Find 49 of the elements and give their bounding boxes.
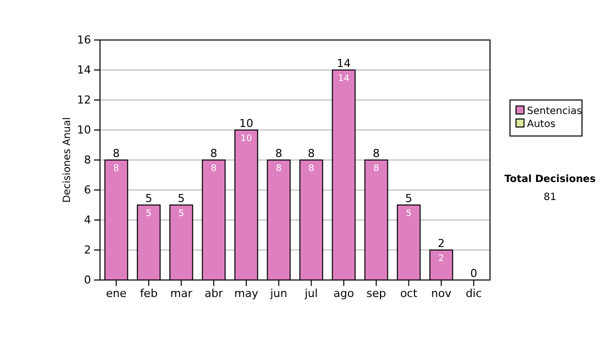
x-tick-label: ene (106, 286, 127, 300)
data-label: 2 (438, 254, 444, 264)
y-tick-label: 2 (84, 244, 91, 257)
x-tick-label: mar (170, 286, 193, 300)
data-label: 5 (146, 209, 152, 219)
total-label: 0 (470, 267, 478, 280)
x-tick-label: sep (366, 286, 386, 300)
x-tick-label: oct (400, 286, 418, 300)
y-axis-title: Decisiones Anual (62, 117, 73, 203)
total-label: 8 (210, 147, 218, 160)
y-tick-label: 12 (77, 94, 91, 107)
data-label: 8 (308, 164, 314, 174)
text: Total Decisiones (504, 174, 596, 185)
total-label: 8 (372, 147, 380, 160)
data-label: 8 (276, 164, 282, 174)
x-tick-label: nov (431, 286, 452, 300)
x-tick-label: feb (140, 286, 158, 300)
data-label: 5 (406, 209, 412, 219)
x-tick-label: dic (466, 286, 482, 300)
text: 81 (544, 192, 556, 203)
data-label: 14 (338, 74, 350, 84)
total-label: 5 (405, 192, 412, 205)
total-label: 14 (336, 57, 351, 70)
y-tick-label: 16 (77, 34, 91, 47)
legend-label: Sentencias (527, 106, 582, 117)
y-tick-label: 8 (84, 154, 91, 167)
y-tick-label: 14 (77, 64, 91, 77)
data-label: 8 (210, 164, 217, 174)
total-label: 5 (178, 192, 185, 205)
data-label: 8 (373, 164, 380, 174)
data-label: 10 (240, 134, 252, 144)
data-label: 5 (178, 209, 184, 219)
total-label: 10 (239, 117, 254, 130)
x-tick-label: may (234, 286, 259, 300)
y-tick-label: 10 (77, 124, 91, 137)
total-label: 8 (112, 147, 120, 160)
data-label: 8 (113, 164, 120, 174)
y-tick-label: 0 (84, 274, 91, 287)
x-tick-label: jun (269, 286, 288, 300)
x-tick-label: jul (304, 286, 318, 300)
total-label: 8 (275, 147, 282, 160)
total-label: 2 (438, 237, 445, 250)
legend-label: Autos (527, 119, 556, 130)
total-label: 8 (308, 147, 315, 160)
total-label: 5 (145, 192, 152, 205)
y-tick-label: 6 (84, 184, 91, 197)
y-tick-label: 4 (84, 214, 91, 227)
x-tick-label: abr (204, 286, 224, 300)
x-tick-label: ago (334, 286, 354, 300)
